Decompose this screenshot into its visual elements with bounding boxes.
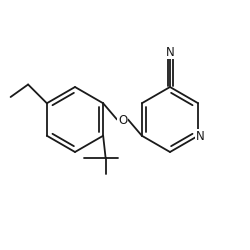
Text: O: O (118, 114, 127, 126)
Text: N: N (196, 130, 204, 143)
Text: N: N (166, 46, 174, 59)
